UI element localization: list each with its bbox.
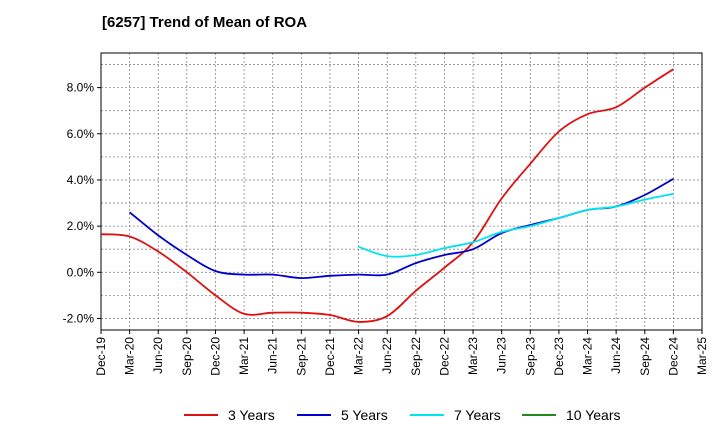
legend-label-10-years: 10 Years	[566, 407, 621, 423]
legend-label-5-years: 5 Years	[341, 407, 388, 423]
legend-swatch-5-years	[297, 414, 331, 416]
x-tick-label: Jun-23	[495, 337, 509, 374]
x-tick-label: Dec-24	[666, 337, 680, 376]
legend: 3 Years 5 Years 7 Years 10 Years	[0, 404, 720, 426]
y-tick-label: 4.0%	[67, 173, 95, 187]
x-tick-label: Sep-22	[409, 337, 423, 376]
x-tick-label: Jun-22	[380, 337, 394, 374]
y-tick-label: 8.0%	[67, 81, 95, 95]
chart-title: [6257] Trend of Mean of ROA	[102, 14, 308, 31]
grid	[101, 53, 702, 330]
legend-swatch-7-years	[410, 414, 444, 416]
legend-item-5-years: 5 Years	[297, 404, 388, 426]
y-tick-label: -2.0%	[63, 311, 95, 325]
series-group	[100, 68, 674, 323]
x-tick-label: Sep-24	[638, 337, 652, 376]
series-line-7-years	[358, 192, 674, 258]
y-axis: -2.0% 0.0% 2.0% 4.0% 6.0% 8.0%	[63, 81, 101, 325]
x-axis: Dec-19 Mar-20 Jun-20 Sep-20 Dec-20 Mar-21 Jun-…	[94, 330, 709, 376]
legend-item-3-years: 3 Years	[184, 404, 275, 426]
x-tick-label: Dec-20	[208, 337, 222, 376]
legend-swatch-3-years	[184, 414, 218, 416]
x-tick-label: Jun-21	[266, 337, 280, 374]
y-tick-label: 2.0%	[67, 219, 95, 233]
x-tick-label: Mar-22	[352, 337, 366, 375]
legend-label-3-years: 3 Years	[228, 407, 275, 423]
x-tick-label: Jun-24	[609, 337, 623, 374]
x-tick-label: Sep-20	[180, 337, 194, 376]
x-tick-label: Sep-23	[523, 337, 537, 376]
y-tick-label: 0.0%	[67, 265, 95, 279]
x-tick-label: Mar-21	[237, 337, 251, 375]
x-tick-label: Sep-21	[294, 337, 308, 376]
x-tick-label: Mar-24	[581, 337, 595, 375]
x-tick-label: Mar-23	[466, 337, 480, 375]
x-tick-label: Dec-19	[94, 337, 108, 376]
series-line-5-years	[129, 178, 674, 280]
legend-item-7-years: 7 Years	[410, 404, 501, 426]
x-tick-label: Mar-20	[123, 337, 137, 375]
legend-label-7-years: 7 Years	[454, 407, 501, 423]
x-tick-label: Dec-21	[323, 337, 337, 376]
legend-swatch-10-years	[522, 414, 556, 416]
y-tick-label: 6.0%	[67, 127, 95, 141]
x-tick-label: Dec-22	[437, 337, 451, 376]
x-tick-label: Jun-20	[151, 337, 165, 374]
plot-frame	[100, 52, 703, 331]
x-tick-label: Dec-23	[552, 337, 566, 376]
legend-item-10-years: 10 Years	[522, 404, 621, 426]
series-line-3-years	[100, 68, 674, 323]
x-tick-label: Mar-25	[695, 337, 709, 375]
